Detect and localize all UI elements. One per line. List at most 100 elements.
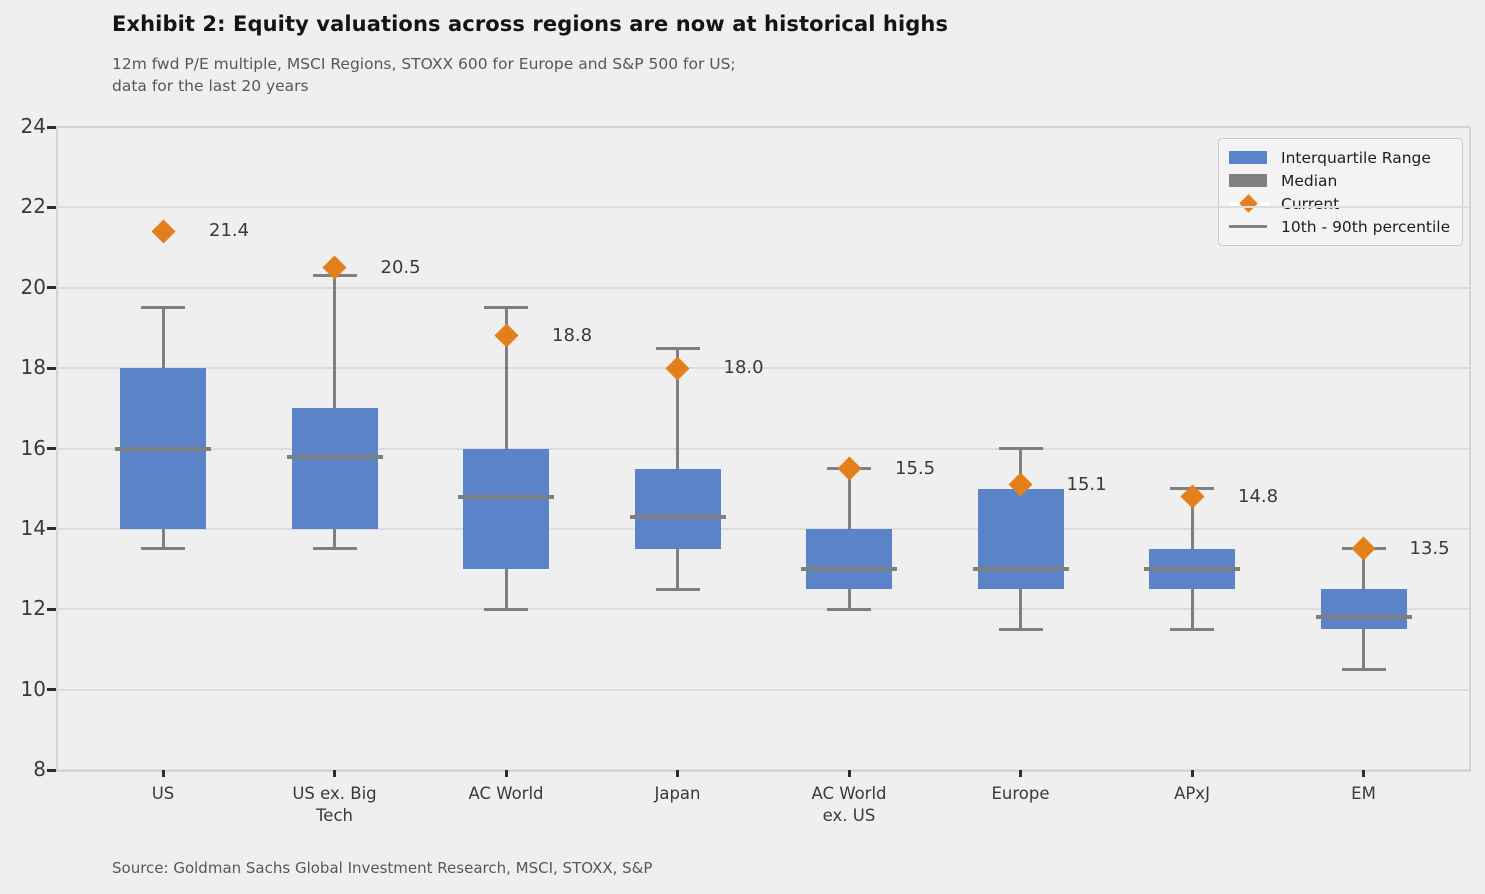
legend-item: 10th - 90th percentile [1229, 216, 1454, 237]
y-tick-label: 12 [20, 596, 46, 621]
y-tick-mark [47, 366, 56, 370]
median-line [458, 494, 554, 499]
whisker-line [1362, 548, 1365, 590]
whisker-cap-top [484, 306, 528, 310]
current-value-label: 13.5 [1409, 537, 1450, 559]
legend-item: Interquartile Range [1229, 147, 1454, 168]
x-tick-mark [1019, 770, 1022, 777]
gridline [57, 527, 1469, 530]
median-line [286, 454, 383, 459]
x-tick-mark [504, 770, 508, 777]
iqr-box [806, 528, 892, 590]
current-value-label: 20.5 [380, 256, 421, 278]
y-tick-mark [47, 125, 56, 129]
x-tick-mark [847, 770, 851, 777]
whisker-cap-bottom [998, 627, 1043, 631]
whisker-cap-bottom [827, 607, 871, 611]
y-tick-label: 24 [20, 114, 46, 138]
x-tick-label: US [151, 784, 175, 803]
legend-item-label: 10th - 90th percentile [1281, 217, 1451, 236]
legend-swatch-line [1229, 218, 1269, 236]
whisker-line [333, 528, 336, 549]
whisker-cap-bottom [484, 607, 528, 611]
whisker-line [1190, 589, 1194, 630]
x-tick-mark [1190, 770, 1194, 777]
iqr-box [291, 408, 378, 529]
y-tick-label: 20 [20, 274, 46, 299]
gridline [57, 367, 1469, 370]
x-tick-mark [333, 770, 336, 777]
current-value-label: 18.0 [723, 357, 764, 379]
current-value-label: 15.5 [895, 457, 936, 479]
iqr-box [977, 488, 1064, 590]
exhibit-title: Exhibit 2: Equity valuations across regi… [112, 12, 949, 36]
y-tick-mark [47, 768, 56, 772]
gridline [57, 608, 1469, 611]
gridline [57, 688, 1469, 691]
median-line [115, 446, 211, 451]
whisker-line [676, 348, 679, 469]
whisker-cap-bottom [1170, 627, 1214, 631]
whisker-line [676, 548, 679, 590]
legend-rect-swatch [1229, 174, 1267, 187]
current-value-label: 21.4 [209, 220, 250, 242]
whisker-cap-top [141, 306, 185, 310]
legend-item-label: Interquartile Range [1281, 148, 1431, 167]
whisker-cap-bottom [1341, 668, 1386, 672]
whisker-line [1019, 589, 1022, 630]
median-line [1144, 567, 1240, 572]
current-value-label: 15.1 [1066, 473, 1107, 495]
current-value-label: 18.8 [552, 324, 593, 346]
x-tick-label: Japan [654, 784, 701, 803]
x-tick-label: AC World ex. US [811, 784, 887, 826]
whisker-line [504, 307, 508, 449]
x-tick-label: Europe [991, 784, 1050, 803]
y-tick-mark [47, 205, 56, 209]
legend-swatch-rect [1229, 149, 1269, 167]
x-tick-label: APxJ [1174, 784, 1210, 803]
y-tick-mark [47, 286, 56, 290]
y-tick-label: 10 [20, 676, 46, 701]
whisker-line [1019, 448, 1022, 489]
whisker-line [1190, 488, 1194, 549]
y-tick-label: 14 [20, 515, 46, 540]
x-tick-mark [676, 770, 679, 777]
whisker-line [847, 589, 851, 610]
whisker-cap-top [655, 346, 700, 350]
median-line [801, 567, 897, 572]
whisker-line [161, 528, 165, 549]
gridline [57, 286, 1469, 289]
y-tick-mark [47, 447, 56, 450]
whisker-cap-bottom [312, 547, 357, 551]
y-tick-label: 18 [20, 355, 46, 380]
legend-swatch-rect [1229, 172, 1269, 190]
gridline [57, 206, 1469, 209]
y-tick-mark [47, 527, 56, 531]
median-line [629, 514, 726, 519]
legend-item-label: Median [1281, 171, 1338, 190]
x-tick-mark [1362, 770, 1365, 777]
whisker-line [333, 275, 336, 409]
exhibit-subtitle: 12m fwd P/E multiple, MSCI Regions, STOX… [112, 55, 736, 96]
source-note: Source: Goldman Sachs Global Investment … [112, 859, 653, 877]
legend-line-swatch [1229, 225, 1267, 228]
whisker-line [504, 569, 508, 610]
x-tick-mark [161, 770, 165, 777]
whisker-cap-top [998, 447, 1043, 450]
y-tick-mark [47, 607, 56, 611]
x-tick-label: US ex. Big Tech [292, 784, 377, 826]
y-tick-label: 16 [20, 435, 46, 460]
whisker-line [847, 468, 851, 529]
iqr-box [463, 448, 549, 570]
iqr-box [634, 468, 721, 549]
x-tick-label: EM [1351, 784, 1376, 803]
median-line [1315, 615, 1412, 620]
gridline [57, 447, 1469, 450]
legend-item: Median [1229, 170, 1454, 191]
current-value-label: 14.8 [1238, 485, 1279, 507]
whisker-cap-bottom [655, 587, 700, 591]
iqr-box [1320, 589, 1407, 630]
x-tick-label: AC World [468, 784, 544, 803]
whisker-line [1362, 629, 1365, 670]
